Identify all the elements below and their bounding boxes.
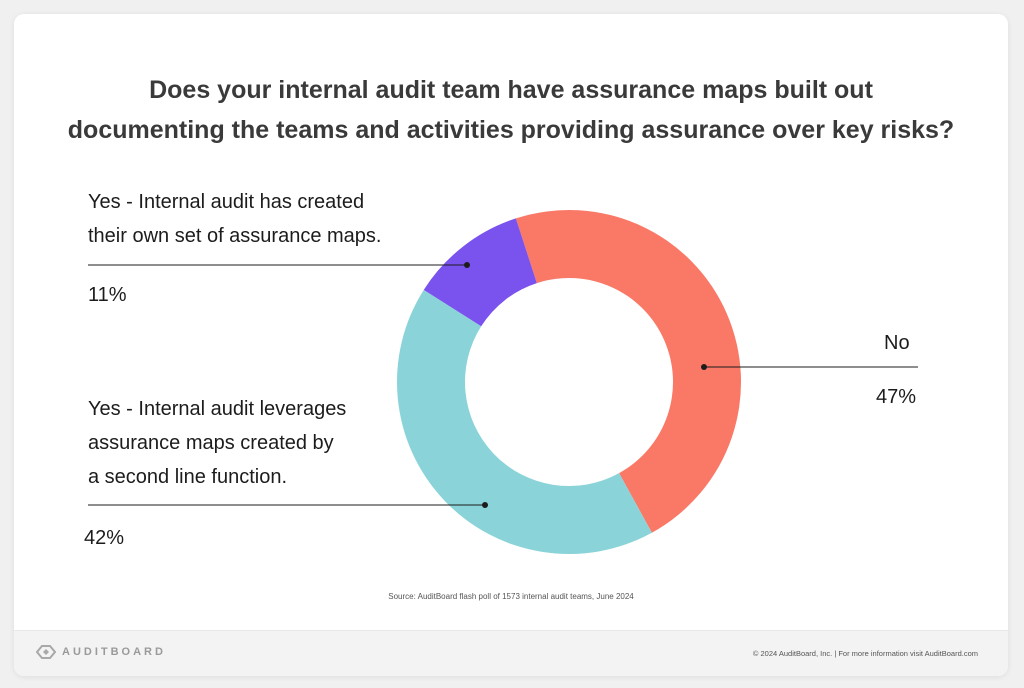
value-no: 47% [876,386,917,408]
chart-card: Does your internal audit team have assur… [14,14,1008,676]
label-yes-second-line-3: a second line function. [88,466,288,488]
value-yes-own: 11% [88,284,127,306]
label-yes-own: Yes - Internal audit has created their o… [88,185,381,253]
copyright: © 2024 AuditBoard, Inc. | For more infor… [752,649,978,658]
label-yes-second-line-2: assurance maps created by [88,432,334,454]
auditboard-logo-icon [36,645,56,659]
footer: AUDITBOARD © 2024 AuditBoard, Inc. | For… [14,630,1008,676]
label-yes-second-line-1: Yes - Internal audit leverages [88,398,347,420]
title-line-1: Does your internal audit team have assur… [149,76,873,104]
label-yes-own-line-2: their own set of assurance maps. [88,225,382,247]
value-yes-second-line: 42% [84,527,125,549]
auditboard-logo: AUDITBOARD [36,645,166,659]
slice-no [515,210,741,533]
slice-yes-own [423,218,537,327]
source-note: Source: AuditBoard flash poll of 1573 in… [388,592,634,601]
label-yes-second-line: Yes - Internal audit leverages assurance… [88,392,346,494]
leader-yes-own-dot [464,262,470,268]
chart-title: Does your internal audit team have assur… [14,70,1008,150]
title-line-2: documenting the teams and activities pro… [67,116,955,144]
label-no: No [884,332,910,354]
leader-yes-second-line-dot [482,502,488,508]
leader-no-dot [701,364,707,370]
label-yes-own-line-1: Yes - Internal audit has created [88,191,365,213]
donut-chart [88,210,918,554]
logo-text: AUDITBOARD [62,646,166,658]
slice-yes-second-line [397,289,652,554]
